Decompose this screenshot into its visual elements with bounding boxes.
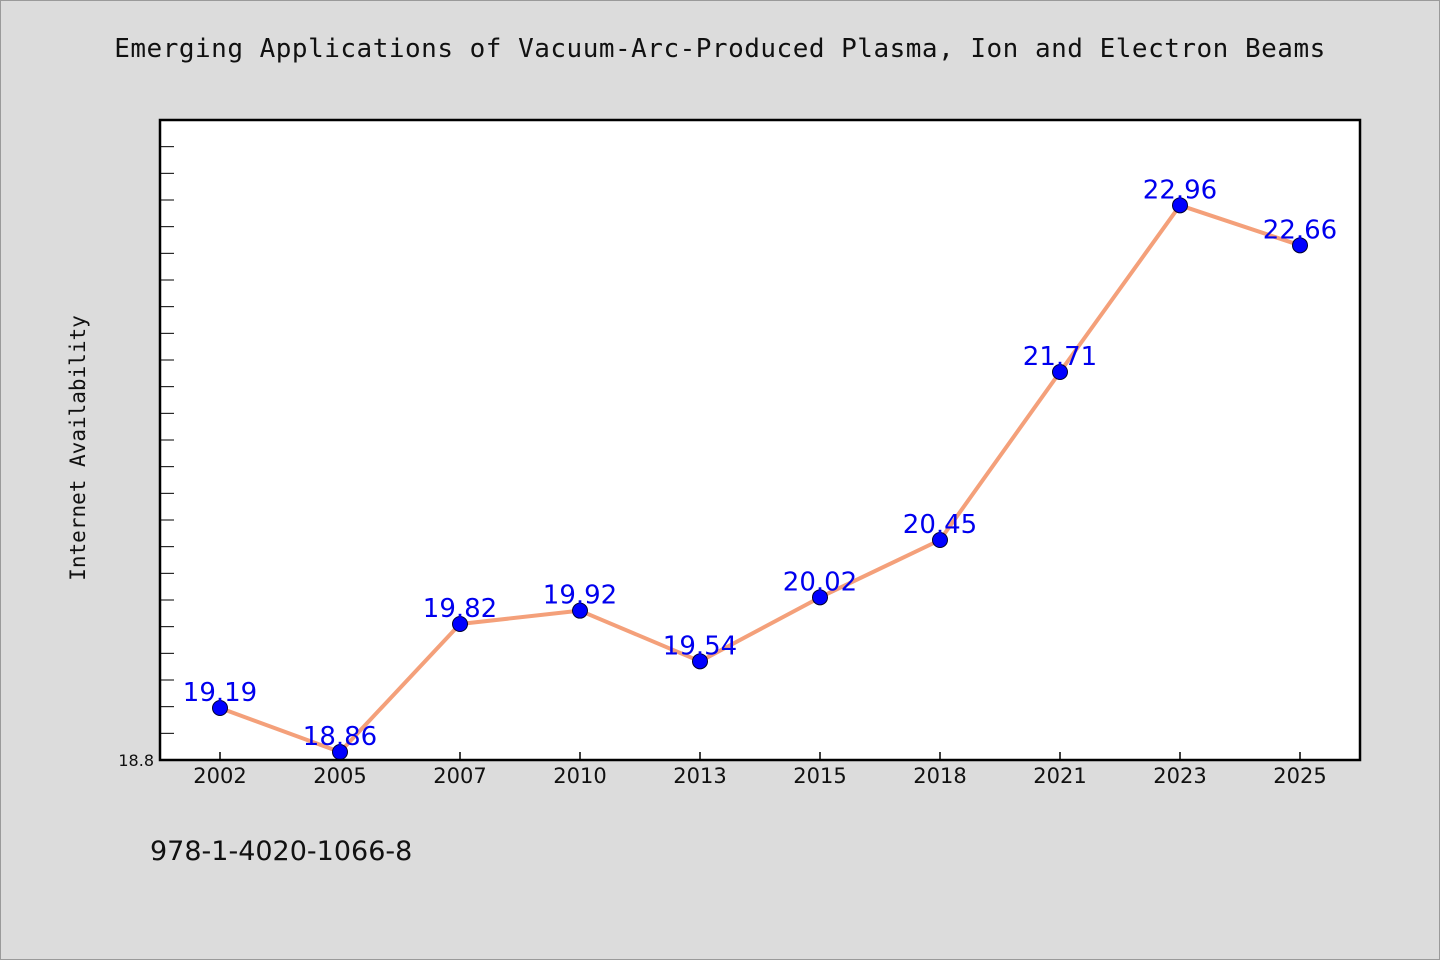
data-point: [932, 532, 948, 548]
x-tick-label: 2010: [553, 764, 606, 788]
data-markers: [212, 197, 1308, 760]
data-label: 22.96: [1143, 175, 1217, 205]
isbn-text: 978-1-4020-1066-8: [150, 836, 413, 867]
data-label: 20.45: [903, 510, 977, 540]
data-point: [812, 589, 828, 606]
plot-border: [158, 118, 1362, 762]
data-label: 19.92: [543, 581, 617, 611]
x-tick-label: 2025: [1273, 764, 1326, 788]
x-tick-label: 2007: [433, 764, 486, 788]
x-tick-label: 2013: [673, 764, 726, 788]
y-tick-label: 18.8: [118, 751, 154, 770]
data-point: [1172, 197, 1188, 214]
data-label: 18.86: [303, 722, 377, 752]
data-point: [452, 616, 468, 632]
x-tick-label: 2021: [1033, 764, 1086, 788]
chart-title: Emerging Applications of Vacuum-Arc-Prod…: [114, 34, 1326, 64]
x-tick-label: 2018: [913, 764, 966, 788]
x-tick-label: 2002: [193, 764, 246, 788]
data-point: [212, 700, 228, 716]
series-line: [219, 203, 1301, 754]
data-point: [572, 602, 588, 619]
data-point: [1052, 364, 1068, 380]
data-label: 22.66: [1263, 215, 1337, 245]
data-label: 19.19: [183, 678, 257, 708]
data-label: 19.54: [663, 631, 737, 661]
data-labels: 19.19 18.86 19.82 19.92 19.54 20.02 20.45 21.71…: [183, 175, 1337, 752]
data-label: 19.82: [423, 594, 497, 624]
plot-area: [160, 120, 1360, 760]
x-axis: 2002 2005 2007 2010 2013 2015 2018 2021 2023 2025: [193, 752, 1327, 788]
data-point: [1292, 237, 1308, 254]
x-tick-label: 2005: [313, 764, 366, 788]
data-label: 21.71: [1023, 342, 1097, 372]
data-label: 20.02: [783, 567, 857, 597]
data-point: [692, 653, 708, 670]
x-tick-label: 2023: [1153, 764, 1206, 788]
x-tick-label: 2015: [793, 764, 846, 788]
